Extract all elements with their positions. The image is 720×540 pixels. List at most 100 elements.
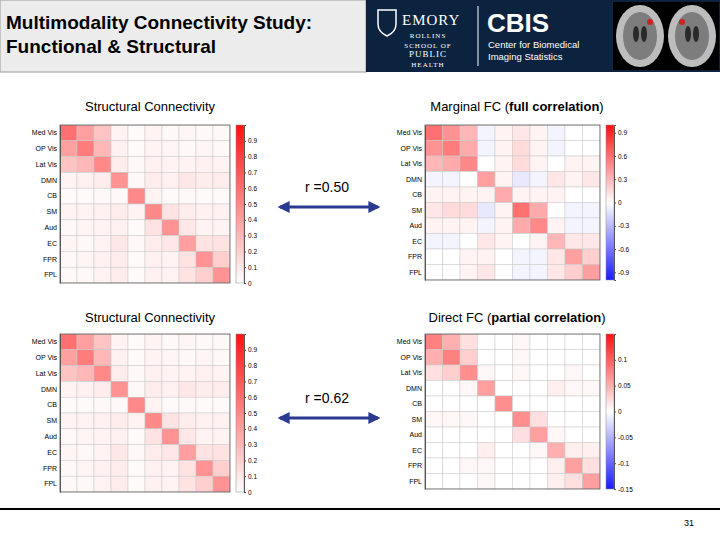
heatmap-cell	[213, 188, 230, 204]
emory-name: EMORY	[402, 12, 460, 28]
colorbar-tick: 0.1	[614, 356, 627, 363]
school-name: HEALTH	[411, 61, 444, 69]
heatmap-cell	[128, 397, 145, 413]
colorbar-tick: 0	[244, 280, 252, 287]
heatmap-cell	[460, 381, 478, 397]
heatmap-cell	[513, 187, 531, 203]
heatmap-cell	[77, 397, 94, 413]
colorbar-label: 0.1	[248, 473, 257, 480]
heatmap-cell	[460, 443, 478, 459]
heatmap-cell	[196, 125, 213, 141]
slide-title-line: Functional & Structural	[6, 36, 216, 57]
tick-line	[614, 463, 616, 464]
heatmap-cell	[60, 125, 77, 141]
heatmap-cell	[425, 218, 443, 234]
heatmap-cell	[495, 334, 513, 350]
heatmap-cell	[513, 396, 531, 412]
heatmap-cell	[495, 249, 513, 265]
heatmap-cell	[196, 188, 213, 204]
heatmap-cell	[145, 460, 162, 476]
heatmap-cell	[478, 443, 496, 459]
heatmap-cell	[179, 141, 196, 157]
heatmap-cell	[583, 218, 601, 234]
heatmap-cell	[77, 220, 94, 236]
row-label: DMN	[406, 175, 422, 182]
row-axis: Med VisOP VisLat VisDMNCBSMAudECFPRFPL	[32, 335, 61, 493]
heatmap-cell	[128, 251, 145, 267]
slide-title-line: Multimodality Connectivity Study:	[6, 12, 312, 33]
heatmap-cell	[145, 476, 162, 492]
matrix-frame	[60, 334, 230, 492]
heatmap-cell	[565, 412, 583, 428]
heatmap-cell	[513, 156, 531, 172]
heatmap-cell	[530, 474, 548, 490]
row-axis: Med VisOP VisLat VisDMNCBSMAudECFPRFPL	[397, 335, 426, 490]
heatmap-cell	[94, 172, 111, 188]
colorbar-label: 0	[248, 489, 252, 496]
heatmap-cell	[548, 365, 566, 381]
row-tick: FPR	[43, 256, 60, 263]
heatmap-cell	[583, 443, 601, 459]
heatmap-cell	[425, 350, 443, 366]
heatmap-cell	[111, 204, 128, 220]
footer-line	[0, 508, 720, 510]
heatmap-cell	[179, 413, 196, 429]
colorbar-label: 0.4	[248, 425, 257, 432]
heatmap-cell	[443, 172, 461, 188]
row-tick: Aud	[410, 222, 425, 229]
heatmap-cell	[460, 412, 478, 428]
heatmap-cell	[179, 350, 196, 366]
colorbar-tick: 0.1	[244, 473, 257, 480]
colorbar-tick: 0.4	[244, 425, 257, 432]
heatmap-cell	[548, 443, 566, 459]
heatmap-cell	[196, 157, 213, 173]
heatmap-cell	[530, 172, 548, 188]
heatmap-cell	[583, 458, 601, 474]
colorbar-label: 0	[618, 199, 622, 206]
panel-title: Structural Connectivity	[85, 99, 216, 114]
heatmap-cell	[495, 234, 513, 250]
row-tick: FPR	[43, 465, 60, 472]
cells	[425, 125, 600, 280]
heatmap-cell	[77, 445, 94, 461]
center-name: Imaging Statistics	[488, 51, 563, 62]
heatmap-cell	[530, 249, 548, 265]
heatmap-cell	[145, 334, 162, 350]
heatmap-cell	[60, 267, 77, 283]
heatmap-cell	[583, 187, 601, 203]
heatmap-cell	[60, 350, 77, 366]
row-label: Med Vis	[397, 129, 423, 136]
colorbar-label: -0.6	[618, 246, 630, 253]
heatmap-cell	[565, 381, 583, 397]
page-number: 31	[684, 518, 694, 528]
heatmap-cell	[565, 350, 583, 366]
heatmap-cell	[530, 350, 548, 366]
heatmap-cell	[530, 427, 548, 443]
heatmap-cell	[162, 334, 179, 350]
heatmap-cell	[460, 458, 478, 474]
heatmap-cell	[111, 460, 128, 476]
row-label: CB	[412, 191, 422, 198]
row-tick: FPL	[44, 271, 60, 278]
heatmap-cell	[94, 141, 111, 157]
heatmap-cell	[443, 218, 461, 234]
colorbar-label: 0.9	[248, 137, 257, 144]
row-tick: FPR	[408, 462, 425, 469]
heatmap-cell	[460, 172, 478, 188]
heatmap-cell	[94, 251, 111, 267]
row-label: FPR	[408, 462, 422, 469]
heatmap-cell	[94, 445, 111, 461]
heatmap-cell	[145, 445, 162, 461]
center-name: Center for Biomedical	[488, 39, 579, 50]
heatmap-cell	[94, 381, 111, 397]
heatmap-cell	[513, 218, 531, 234]
heatmap-cell	[513, 443, 531, 459]
colorbar-axis: -0.9-0.6-0.300.30.60.9	[614, 126, 630, 281]
heatmap-cell	[478, 249, 496, 265]
tick-line	[614, 360, 616, 361]
heatmap-cell	[530, 156, 548, 172]
heatmap-cell	[513, 427, 531, 443]
heatmap-cell	[111, 445, 128, 461]
heatmap-cell	[460, 249, 478, 265]
heatmap-cell	[443, 381, 461, 397]
